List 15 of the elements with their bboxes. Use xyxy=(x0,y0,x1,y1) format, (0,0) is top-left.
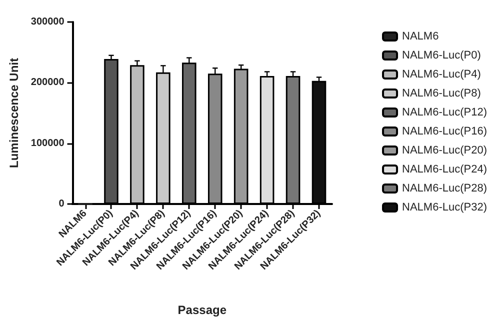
legend-label: NALM6-Luc(P20) xyxy=(402,144,488,156)
legend-label: NALM6-Luc(P0) xyxy=(402,50,481,62)
y-axis-title: Luminescence Unit xyxy=(7,58,21,168)
legend-label: NALM6-Luc(P4) xyxy=(402,68,481,80)
y-tick-label: 300000 xyxy=(30,16,65,28)
y-tick-label: 200000 xyxy=(30,77,65,88)
y-tick-label: 100000 xyxy=(30,138,65,149)
legend-label: NALM6-Luc(P24) xyxy=(402,164,488,176)
y-tick-label: 0 xyxy=(58,198,65,210)
legend-label: NALM6-Luc(P28) xyxy=(402,182,488,194)
legend-label: NALM6-Luc(P8) xyxy=(402,88,481,100)
legend-label: NALM6-Luc(P12) xyxy=(402,106,488,118)
x-axis-title: Passage xyxy=(178,303,227,317)
legend-label: NALM6-Luc(P16) xyxy=(402,126,488,138)
legend-label: NALM6 xyxy=(402,30,439,42)
